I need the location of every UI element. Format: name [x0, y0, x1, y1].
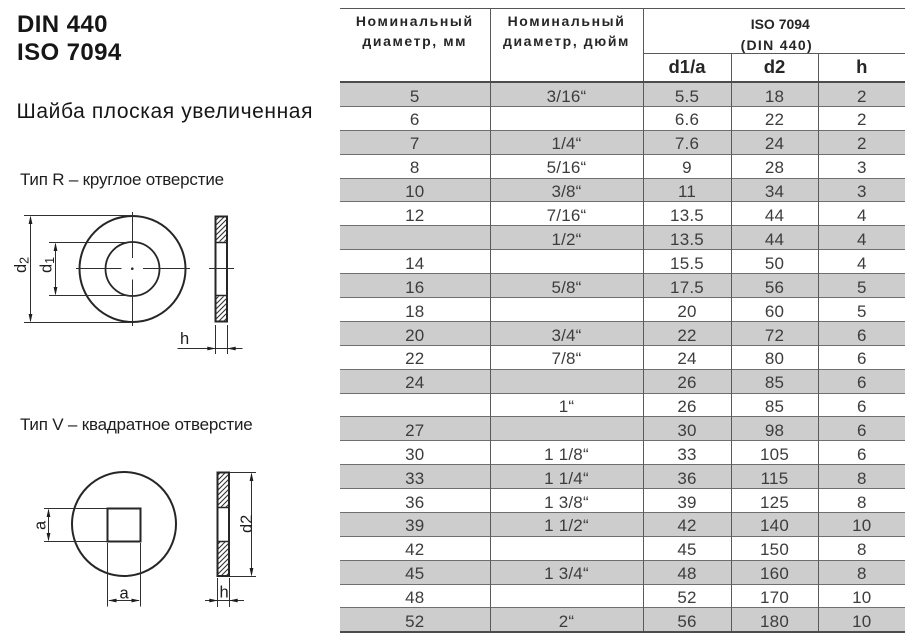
- svg-text:d2: d2: [238, 515, 256, 533]
- svg-text:a: a: [32, 520, 50, 530]
- svg-text:h: h: [180, 330, 189, 348]
- svg-text:a: a: [120, 585, 130, 603]
- svg-text:d2: d2: [12, 257, 32, 273]
- svg-text:h: h: [220, 584, 229, 602]
- svg-text:d1: d1: [38, 257, 58, 273]
